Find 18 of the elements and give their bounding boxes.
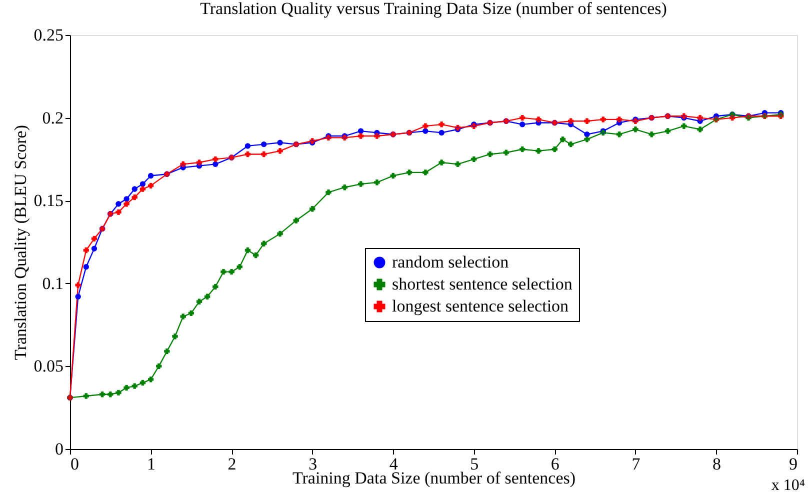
y-tick-label: 0.15 <box>34 191 64 210</box>
y-tick-label: 0.1 <box>42 274 64 293</box>
x-tick-label: 8 <box>712 454 721 474</box>
x-tick-label: 2 <box>228 454 236 474</box>
x-tick-label: 1 <box>147 454 156 474</box>
y-axis-title: Translation Quality (BLEU Score) <box>10 125 30 360</box>
legend-label: random selection <box>392 252 510 272</box>
y-tick-label: 0.25 <box>34 26 64 44</box>
legend-label: shortest sentence selection <box>392 274 573 294</box>
legend-label: longest sentence selection <box>392 296 570 316</box>
x-tick-label: 7 <box>632 454 641 474</box>
text: x 10⁴ <box>771 477 806 494</box>
x-tick-label: 0 <box>70 454 79 474</box>
chart-title: Translation Quality versus Training Data Size (number of sentences) <box>200 0 667 18</box>
y-tick-label: 0.2 <box>42 108 64 128</box>
y-tick-label: 0.05 <box>34 356 64 376</box>
y-tick-label: 0 <box>55 440 64 458</box>
x-tick-label: 9 <box>789 454 798 474</box>
